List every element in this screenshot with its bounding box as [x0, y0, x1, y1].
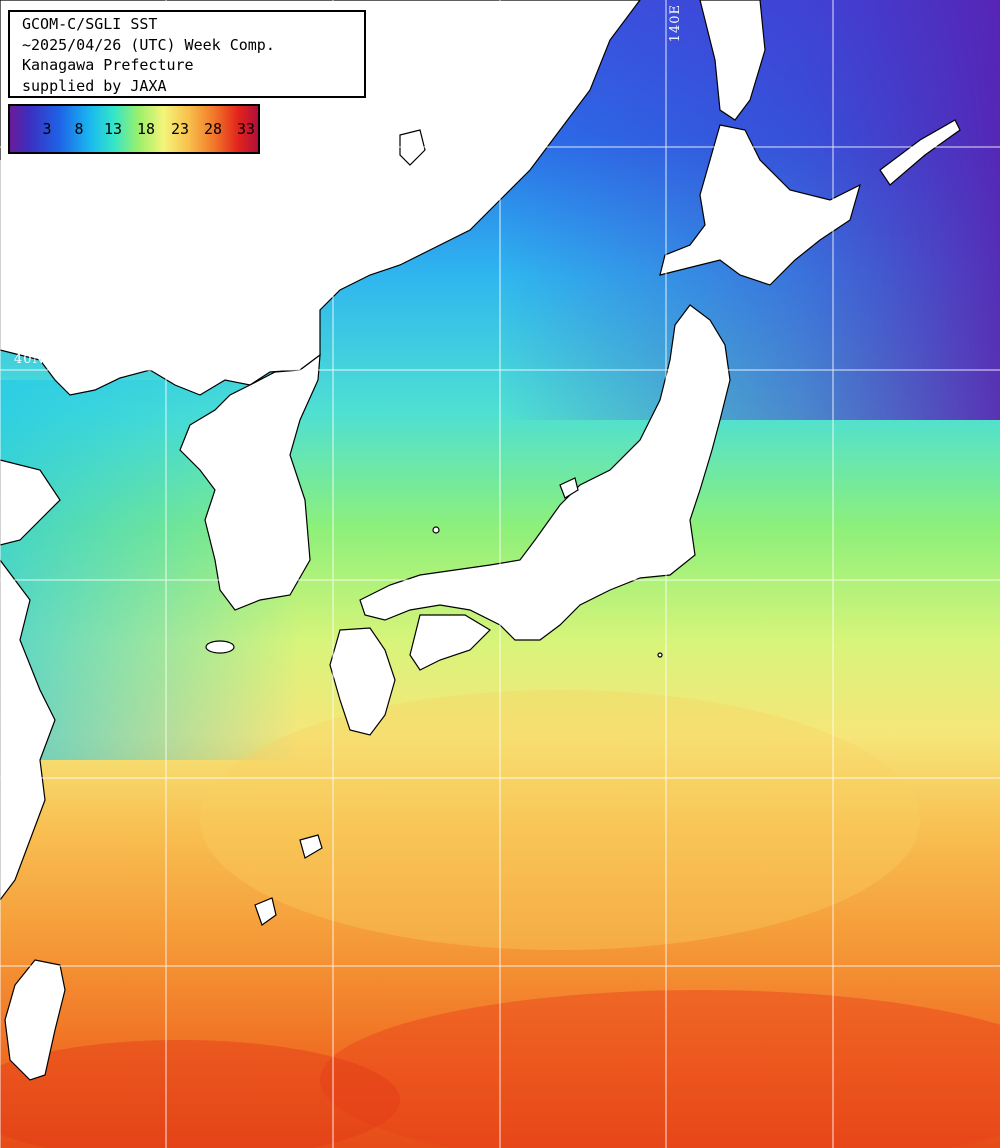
korean-peninsula: [179, 353, 321, 611]
colorbar-tick-label: 28: [203, 120, 223, 138]
kyushu: [329, 627, 396, 736]
colorbar-tick-label: 8: [74, 120, 84, 138]
okinawa-island: [254, 897, 277, 926]
kuroshio-warm: [320, 990, 1000, 1148]
shandong: [0, 459, 61, 546]
colorbar-tick-label: 33: [236, 120, 256, 138]
izu-island: [657, 652, 663, 658]
info-box: GCOM-C/SGLI SST ~2025/04/26 (UTC) Week C…: [8, 10, 366, 98]
colorbar-tick-label: 23: [170, 120, 190, 138]
colorbar-tick-label: 13: [103, 120, 123, 138]
product-title: GCOM-C/SGLI SST: [22, 15, 158, 33]
hokkaido: [659, 124, 861, 286]
south-warm: [0, 1040, 400, 1148]
land: [0, 0, 961, 1081]
jeju-island: [205, 640, 235, 654]
ulleung-island: [432, 526, 440, 534]
colorbar-tick-label: 3: [42, 120, 52, 138]
kuril-islands: [879, 119, 961, 186]
region-name: Kanagawa Prefecture: [22, 56, 194, 74]
longitude-label: 140E: [668, 4, 683, 43]
latitude-label: 40N: [14, 352, 45, 367]
data-supplier: supplied by JAXA: [22, 76, 167, 95]
sado-island: [559, 477, 579, 499]
temperature-colorbar: 3 8 13 18 23 28 33: [8, 104, 260, 154]
sakhalin-kurils: [699, 0, 766, 121]
honshu: [359, 304, 731, 641]
composite-date: ~2025/04/26 (UTC) Week Comp.: [22, 35, 275, 54]
warm-tongue: [200, 690, 920, 950]
shikoku: [409, 614, 491, 671]
colorbar-tick-label: 18: [136, 120, 156, 138]
china-coast: [0, 559, 56, 901]
taiwan: [4, 959, 66, 1081]
amami-island: [299, 834, 323, 859]
colorbar-ticks: 3 8 13 18 23 28 33: [10, 120, 258, 140]
